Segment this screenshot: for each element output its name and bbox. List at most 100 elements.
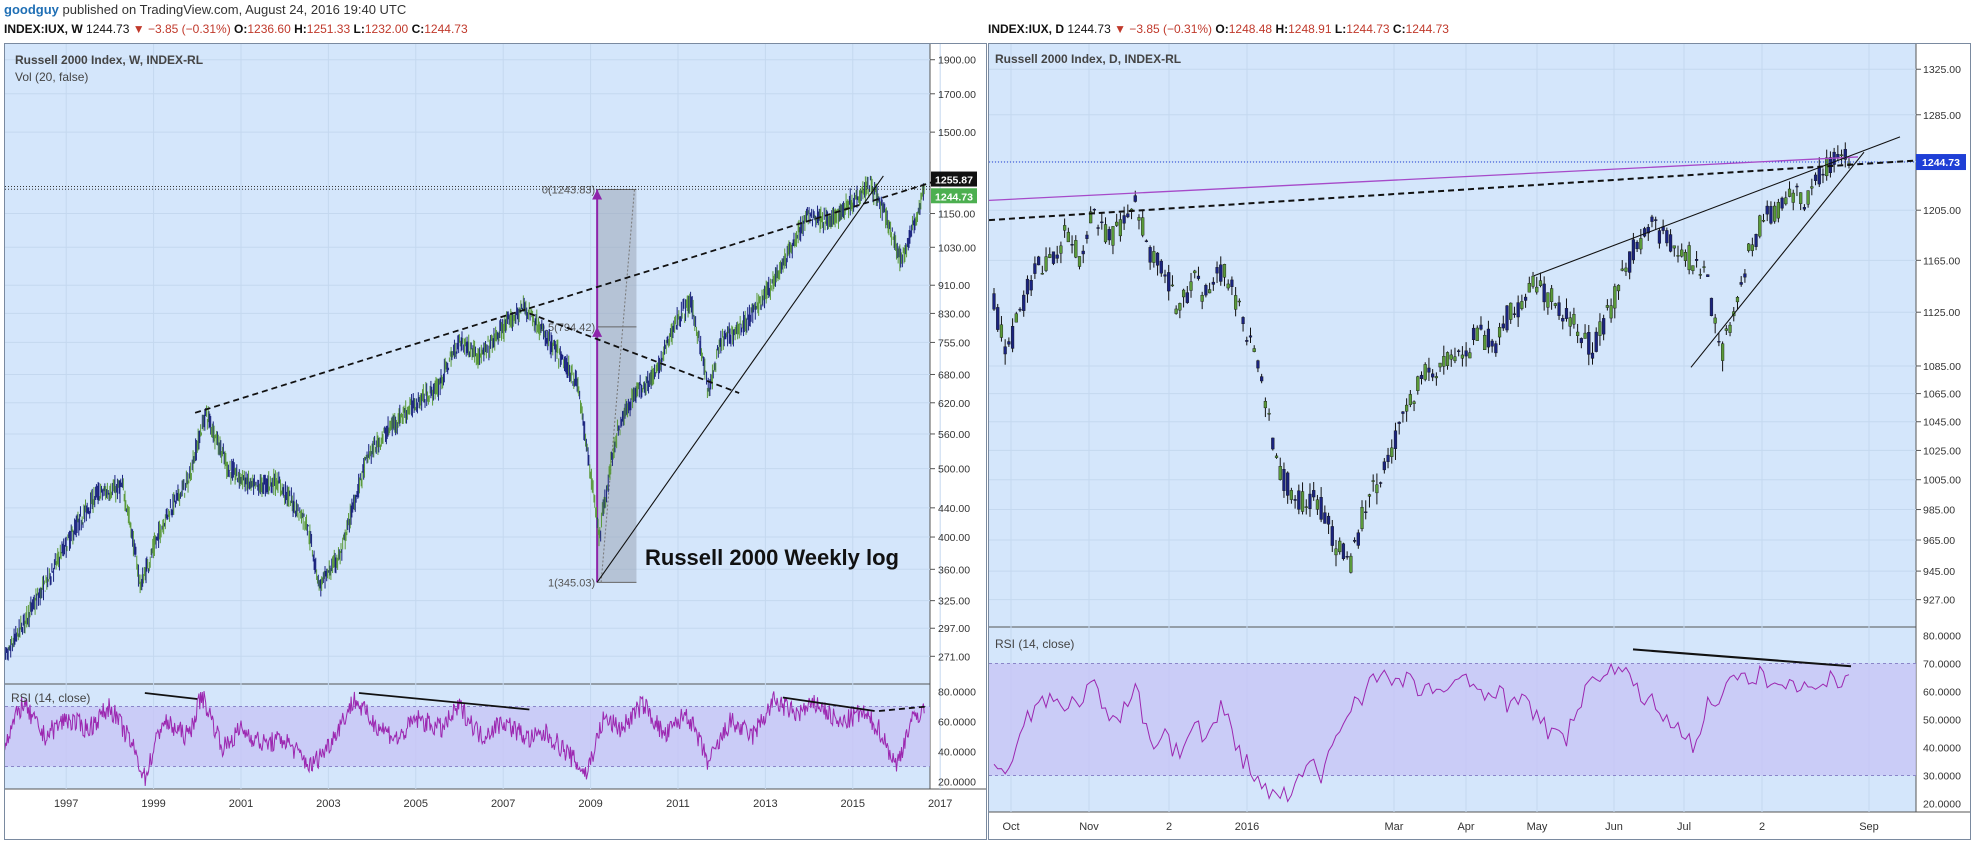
daily-candle: [1100, 212, 1104, 230]
daily-symbol[interactable]: INDEX:IUX, D: [988, 22, 1065, 36]
daily-rsi-tick: 80.0000: [1923, 630, 1961, 642]
daily-candle: [1419, 371, 1424, 385]
daily-candle: [1557, 295, 1561, 320]
daily-candle: [1037, 255, 1041, 266]
daily-chart-svg[interactable]: 1325.001285.001245.001205.001165.001125.…: [988, 44, 1970, 839]
daily-chart-pane[interactable]: 1325.001285.001245.001205.001165.001125.…: [988, 43, 1971, 840]
daily-y-tick: 945.00: [1923, 566, 1955, 578]
daily-upper-wedge-line: [1533, 136, 1901, 277]
weekly-volume-label: Vol (20, false): [15, 70, 88, 84]
daily-candle: [1077, 256, 1082, 270]
daily-candle: [1089, 206, 1093, 224]
weekly-chart-svg[interactable]: 0(1243.83)0.5(794.42)1(345.03) 1900.0017…: [0, 44, 986, 839]
weekly-symbol[interactable]: INDEX:IUX, W: [4, 22, 83, 36]
daily-price-badge: [1916, 154, 1966, 171]
daily-candle: [1308, 483, 1312, 517]
weekly-annotation: Russell 2000 Weekly log: [645, 545, 899, 570]
daily-y-tick: 1285.00: [1923, 110, 1961, 122]
daily-y-tick: 1025.00: [1923, 445, 1961, 457]
daily-candle: [1579, 337, 1583, 349]
daily-candle: [1315, 494, 1320, 515]
daily-change: ▼ −3.85 (−0.31%): [1114, 22, 1213, 36]
daily-candle: [996, 303, 1000, 332]
daily-candle: [1806, 190, 1810, 208]
daily-candle: [1531, 271, 1535, 289]
daily-candle: [1423, 362, 1427, 382]
weekly-chart-pane[interactable]: 0(1243.83)0.5(794.42)1(345.03) 1900.0017…: [0, 43, 987, 840]
daily-candle: [1412, 400, 1416, 412]
daily-candle: [1576, 323, 1580, 344]
daily-candle: [1200, 291, 1204, 310]
daily-candle: [1196, 266, 1201, 281]
daily-candle: [1702, 260, 1706, 273]
weekly-x-tick: 2013: [753, 798, 777, 810]
daily-candle: [1594, 327, 1598, 353]
daily-lower-wedge-line: [1690, 151, 1865, 368]
weekly-x-tick: 1999: [141, 798, 165, 810]
weekly-fib-label: 1(345.03): [548, 577, 595, 589]
daily-candle: [1345, 551, 1349, 560]
daily-x-tick: 2016: [1235, 821, 1259, 833]
daily-candle: [1538, 272, 1543, 288]
daily-candle: [1624, 262, 1628, 276]
weekly-price-badge: [931, 171, 977, 187]
weekly-change: ▼ −3.85 (−0.31%): [132, 22, 231, 36]
daily-candle: [1747, 243, 1751, 253]
daily-candle: [1698, 268, 1702, 279]
publisher-username[interactable]: goodguy: [4, 2, 59, 17]
daily-candle: [992, 288, 996, 311]
daily-candle: [1694, 251, 1699, 268]
weekly-y-tick: 1150.00: [938, 209, 975, 221]
weekly-rsi-tick: 80.0000: [938, 687, 976, 699]
daily-candle: [1185, 285, 1189, 304]
weekly-price-plot[interactable]: [5, 44, 930, 684]
daily-candle: [1063, 218, 1067, 238]
weekly-fib-arrowhead: [592, 189, 603, 200]
weekly-x-tick: 2001: [229, 798, 253, 810]
daily-candle: [1754, 233, 1758, 251]
weekly-rsi-label: RSI (14, close): [11, 691, 90, 705]
daily-candle: [1382, 458, 1386, 474]
daily-candle: [1267, 408, 1271, 421]
daily-y-tick: 1205.00: [1923, 205, 1961, 217]
daily-candle: [1222, 263, 1227, 287]
daily-candle: [1460, 346, 1464, 367]
daily-candle: [1274, 453, 1279, 459]
daily-candle: [1323, 505, 1327, 524]
daily-candle: [1014, 311, 1018, 323]
daily-x-tick: Nov: [1079, 821, 1099, 833]
weekly-fib-arrowhead-mid: [592, 326, 603, 337]
daily-candle: [1025, 275, 1030, 303]
daily-y-tick: 1065.00: [1923, 389, 1961, 401]
daily-candle: [1174, 305, 1178, 315]
weekly-x-tick: 2003: [316, 798, 340, 810]
daily-candle: [1486, 320, 1491, 354]
publish-text: published on TradingView.com, August 24,…: [58, 2, 407, 17]
weekly-y-tick: 297.00: [938, 623, 970, 635]
daily-time-axis[interactable]: [989, 812, 1970, 839]
daily-candle: [1650, 214, 1654, 228]
daily-close: 1244.73: [1405, 22, 1449, 36]
daily-price-axis[interactable]: [1916, 44, 1970, 839]
daily-candle: [1155, 252, 1160, 276]
weekly-rsi-divergence: [358, 692, 530, 711]
daily-candle: [1371, 474, 1375, 492]
daily-candle: [1297, 484, 1301, 515]
weekly-time-axis[interactable]: [5, 789, 986, 839]
daily-candle: [1639, 228, 1643, 255]
daily-candle: [1260, 373, 1264, 384]
daily-candle: [1683, 249, 1688, 267]
daily-candle: [1602, 314, 1606, 341]
daily-candle: [1795, 183, 1799, 197]
daily-y-tick: 927.00: [1923, 595, 1955, 607]
weekly-down-trendline: [529, 312, 740, 394]
daily-candle: [1520, 294, 1524, 311]
daily-candle: [1003, 339, 1007, 365]
daily-candle: [1769, 201, 1773, 225]
daily-candle: [1010, 318, 1015, 353]
daily-candle: [1144, 239, 1149, 243]
daily-candle: [1434, 372, 1438, 386]
daily-y-tick: 1045.00: [1923, 417, 1961, 429]
daily-candle: [1654, 216, 1658, 230]
daily-symbol-header: INDEX:IUX, D 1244.73 ▼ −3.85 (−0.31%) O:…: [988, 20, 1449, 38]
